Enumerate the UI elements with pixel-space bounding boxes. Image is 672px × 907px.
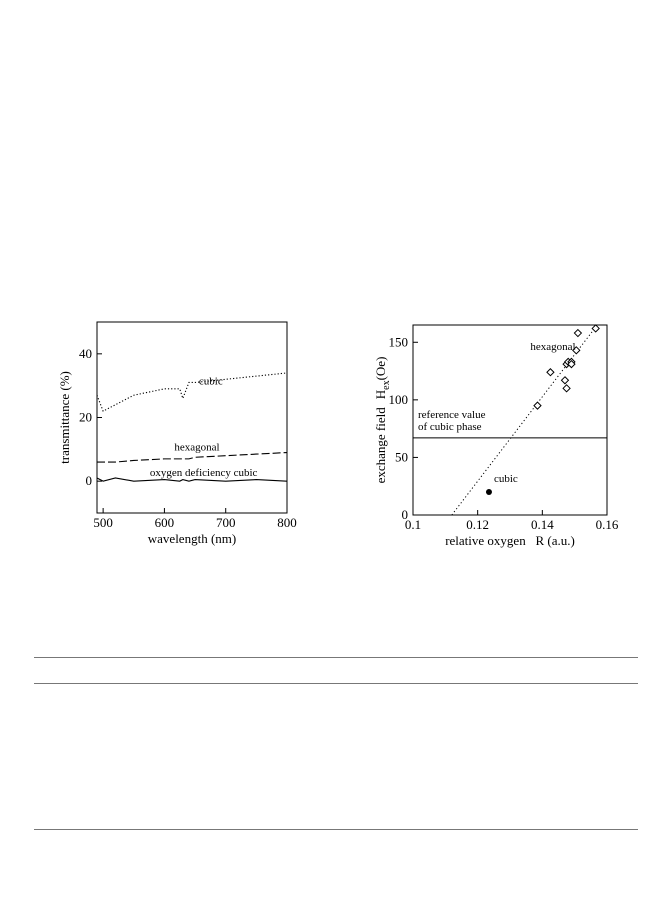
data-point bbox=[573, 328, 583, 338]
data-line bbox=[96, 477, 288, 482]
rule bbox=[34, 829, 638, 830]
y-axis-label-part: exchange field bbox=[373, 407, 388, 484]
y-tick-label: 100 bbox=[389, 392, 409, 407]
series-label: oxygen deficiency cubic bbox=[150, 467, 258, 479]
reference-label: of cubic phase bbox=[418, 421, 482, 433]
data-line bbox=[96, 372, 288, 412]
data-line bbox=[97, 451, 288, 463]
y-axis-label-part: ex bbox=[381, 380, 392, 389]
x-tick-label: 500 bbox=[93, 515, 113, 530]
plot-frame bbox=[96, 321, 288, 514]
y-tick-label: 40 bbox=[79, 346, 92, 361]
y-tick-label: 0 bbox=[402, 507, 409, 522]
y-tick-label: 0 bbox=[86, 473, 93, 488]
y-tick-label: 20 bbox=[79, 410, 92, 425]
data-point bbox=[591, 324, 600, 333]
x-axis-label: relative oxygen R (a.u.) bbox=[445, 533, 575, 548]
x-axis-label: wavelength (nm) bbox=[148, 531, 236, 546]
x-tick-label: 0.16 bbox=[596, 517, 619, 532]
reference-label: reference value bbox=[418, 409, 486, 421]
y-tick-label: 50 bbox=[395, 449, 408, 464]
data-point bbox=[567, 359, 576, 369]
data-point bbox=[485, 488, 492, 495]
series-label: hexagonal bbox=[174, 442, 219, 454]
rule bbox=[34, 657, 638, 658]
plot-frame bbox=[412, 324, 608, 516]
data-point bbox=[572, 346, 581, 355]
data-point bbox=[560, 376, 570, 385]
x-tick-label: 0.1 bbox=[405, 517, 421, 532]
y-tick-label: 150 bbox=[389, 334, 409, 349]
series-label: hexagonal bbox=[530, 341, 575, 353]
x-tick-label: 800 bbox=[277, 515, 297, 530]
x-tick-label: 700 bbox=[216, 515, 236, 530]
series-label: cubic bbox=[494, 473, 518, 485]
data-point bbox=[546, 368, 555, 377]
x-tick-label: 0.14 bbox=[531, 517, 554, 532]
y-axis-label: transmittance (%) bbox=[57, 371, 72, 464]
y-axis-label-part: (Oe) bbox=[373, 357, 388, 381]
series-label: cubic bbox=[199, 375, 223, 387]
data-point bbox=[533, 401, 542, 410]
y-axis-label-part: H bbox=[373, 390, 388, 399]
x-tick-label: 0.12 bbox=[466, 517, 489, 532]
x-tick-label: 600 bbox=[155, 515, 175, 530]
rule bbox=[34, 683, 638, 684]
data-point bbox=[562, 384, 571, 393]
y-axis-label: exchange field Hex(Oe) bbox=[373, 357, 392, 484]
